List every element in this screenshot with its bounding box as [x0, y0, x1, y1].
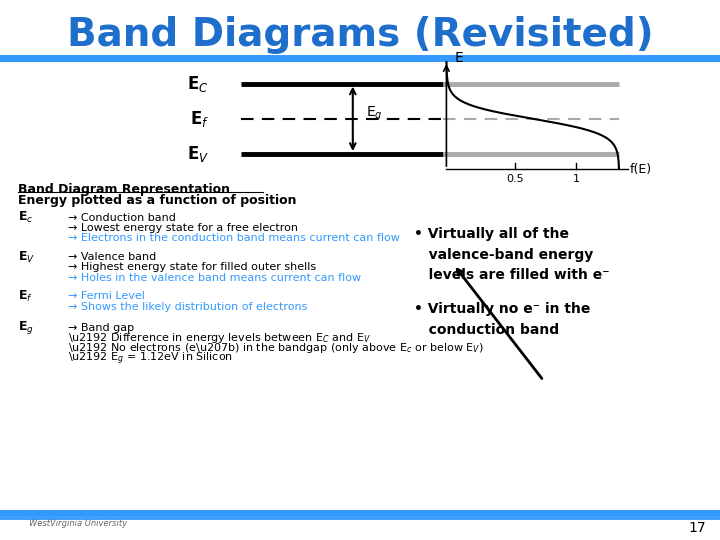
Text: → Band gap: → Band gap: [68, 323, 135, 333]
Text: → Lowest energy state for a free electron: → Lowest energy state for a free electro…: [68, 223, 298, 233]
Text: Band Diagrams (Revisited): Band Diagrams (Revisited): [67, 16, 653, 54]
Text: E$_C$: E$_C$: [187, 73, 209, 94]
Text: → Conduction band: → Conduction band: [68, 213, 176, 222]
Text: \u2192 E$_g$ = 1.12eV in Silicon: \u2192 E$_g$ = 1.12eV in Silicon: [68, 350, 233, 367]
Text: → Valence band: → Valence band: [68, 252, 157, 262]
Text: → Electrons in the conduction band means current can flow: → Electrons in the conduction band means…: [68, 233, 400, 243]
Text: WestVirginia University: WestVirginia University: [29, 519, 127, 528]
Text: 0.5: 0.5: [506, 174, 523, 185]
Text: E$_c$: E$_c$: [18, 210, 33, 225]
Text: E$_g$: E$_g$: [18, 319, 34, 336]
Text: → Holes in the valence band means current can flow: → Holes in the valence band means curren…: [68, 273, 361, 282]
Text: Energy plotted as a function of position: Energy plotted as a function of position: [18, 194, 297, 207]
Text: E: E: [455, 51, 464, 65]
Text: Band Diagram Representation: Band Diagram Representation: [18, 183, 230, 195]
Text: E$_V$: E$_V$: [186, 144, 209, 164]
Text: • Virtually no e⁻ in the
   conduction band: • Virtually no e⁻ in the conduction band: [414, 302, 590, 337]
Text: \u2192 No electrons (e\u207b) in the bandgap (only above E$_c$ or below E$_V$): \u2192 No electrons (e\u207b) in the ban…: [68, 341, 485, 355]
Text: f(E): f(E): [630, 163, 652, 176]
Text: 1: 1: [572, 174, 580, 185]
Text: E$_f$: E$_f$: [18, 289, 33, 304]
Text: \u2192 Difference in energy levels between E$_C$ and E$_V$: \u2192 Difference in energy levels betwe…: [68, 331, 372, 345]
Text: 17: 17: [688, 521, 706, 535]
Text: → Shows the likely distribution of electrons: → Shows the likely distribution of elect…: [68, 302, 307, 312]
Text: → Fermi Level: → Fermi Level: [68, 292, 145, 301]
Text: E$_V$: E$_V$: [18, 249, 35, 265]
Text: E$_g$: E$_g$: [366, 104, 382, 123]
Text: E$_f$: E$_f$: [189, 109, 209, 129]
Text: → Highest energy state for filled outer shells: → Highest energy state for filled outer …: [68, 262, 317, 272]
Text: • Virtually all of the
   valence-band energy
   levels are filled with e⁻: • Virtually all of the valence-band ener…: [414, 227, 610, 282]
